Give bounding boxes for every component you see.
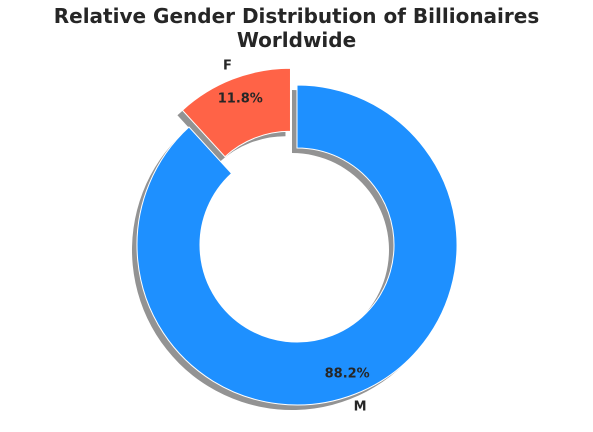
slice-percent-label-f: 11.8% [218,92,263,107]
slice-category-label-m: M [354,400,367,415]
slice-m [136,84,458,406]
slice-percent-label-m: 88.2% [325,367,370,382]
slice-category-label-f: F [223,59,232,74]
slice-f [181,67,291,158]
chart-title: Relative Gender Distribution of Billiona… [53,4,540,52]
